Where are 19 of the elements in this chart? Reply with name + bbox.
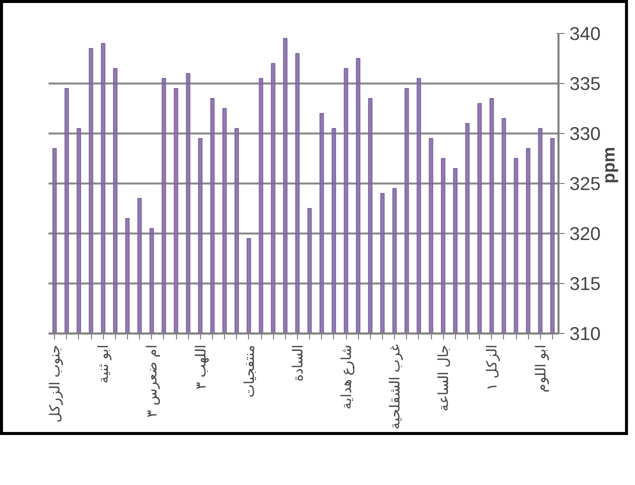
- x-tick-label: ابو اللوم: [532, 344, 550, 392]
- y-tick-label: 310: [570, 323, 601, 344]
- y-tick-label: 325: [570, 173, 601, 194]
- y-axis-title: ppm: [598, 146, 619, 184]
- x-tick-label: ام ضعرس ٣: [144, 344, 161, 418]
- x-tick-label: جنوب الزركل: [46, 344, 64, 422]
- x-tick-label: السادة: [289, 344, 306, 382]
- x-tick-label: شارع هداية: [338, 344, 355, 410]
- y-tick-label: 330: [570, 123, 601, 144]
- y-tick-label: 320: [570, 223, 601, 244]
- x-tick-label: ابو ثنية: [95, 344, 112, 384]
- x-tick-label: منتفجيات: [240, 344, 257, 398]
- y-tick-label: 340: [570, 23, 601, 44]
- y-tick-label: 335: [570, 73, 601, 94]
- x-tick-label: الزكل ١: [484, 344, 501, 390]
- x-tick-label: اللهب ٣: [192, 344, 210, 390]
- x-tick-label: غرب الشقلحية: [386, 344, 404, 430]
- x-tick-label: جال الساعة: [435, 344, 452, 412]
- y-tick-label: 315: [570, 273, 601, 294]
